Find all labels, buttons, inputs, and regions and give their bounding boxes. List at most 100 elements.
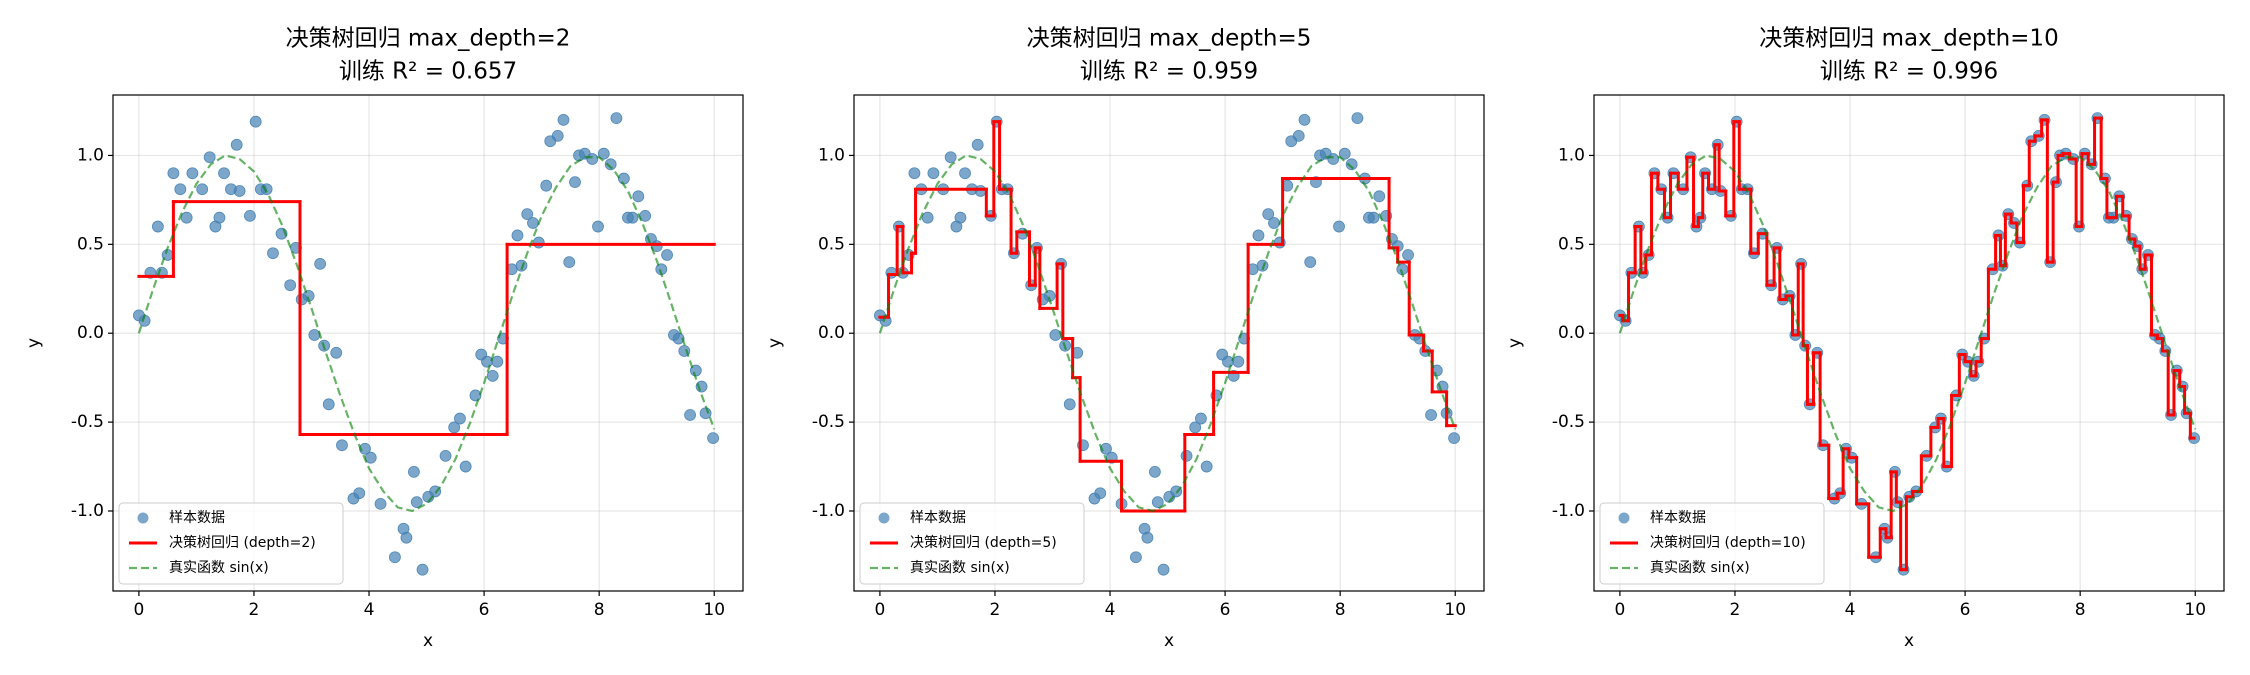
- y-tick-label: -1.0: [71, 501, 104, 521]
- legend-label: 决策树回归 (depth=5): [910, 534, 1057, 551]
- scatter-point: [336, 439, 348, 452]
- scatter-point: [532, 236, 545, 249]
- scatter-point: [974, 185, 987, 197]
- scatter-point: [454, 412, 466, 425]
- scatter-point: [927, 167, 940, 180]
- x-tick-label: 0: [874, 600, 885, 620]
- x-tick-label: 6: [1960, 600, 1971, 620]
- scatter-point: [469, 389, 482, 402]
- y-axis-label: y: [765, 338, 785, 348]
- scatter-point: [557, 113, 570, 126]
- scatter-point: [551, 129, 564, 142]
- x-tick-label: 4: [1845, 600, 1856, 620]
- y-tick-label: 1.0: [77, 145, 104, 165]
- scatter-point: [400, 531, 413, 544]
- y-tick-label: -0.5: [1552, 412, 1585, 432]
- y-tick-label: -0.5: [812, 412, 845, 432]
- x-tick-label: 8: [1335, 600, 1346, 620]
- scatter-point: [1367, 211, 1380, 224]
- legend-label: 决策树回归 (depth=2): [169, 534, 316, 551]
- chart-subtitle: 训练 R² = 0.657: [339, 59, 517, 85]
- scatter-point: [353, 487, 366, 500]
- line-series: [1618, 154, 2197, 513]
- scatter-point: [174, 183, 187, 196]
- scatter-point: [1425, 409, 1437, 421]
- y-axis-label: y: [24, 338, 44, 348]
- scatter-point: [491, 355, 504, 368]
- scatter-point: [1298, 113, 1311, 126]
- legend-box: [1599, 502, 1825, 585]
- plot-area: [873, 112, 1460, 576]
- subplot: 决策树回归 max_depth=10 训练 R² = 0.996 0 2 4 6 8 10 -1…: [1505, 26, 2225, 651]
- scatter-point: [284, 279, 297, 292]
- x-tick-label: 6: [479, 600, 490, 620]
- y-tick-label: 0.0: [818, 323, 845, 343]
- x-tick-label: 4: [1105, 600, 1116, 620]
- line-series: [137, 154, 716, 513]
- plot-area: [1613, 112, 2200, 576]
- x-tick-label: 2: [990, 600, 1001, 620]
- x-tick-label: 2: [1730, 600, 1741, 620]
- y-tick-label: 0.5: [818, 234, 845, 254]
- scatter-point: [1189, 421, 1202, 434]
- y-tick-label: 0.5: [1558, 234, 1585, 254]
- scatter-point: [244, 209, 256, 222]
- scatter-point: [1268, 217, 1280, 229]
- scatter-point: [1100, 442, 1112, 455]
- scatter-point: [944, 151, 957, 164]
- y-tick-label: 0.0: [1558, 323, 1585, 343]
- scatter-point: [1141, 531, 1154, 544]
- scatter-point: [1338, 147, 1351, 160]
- axes-frame: [853, 94, 1485, 592]
- chart-subtitle: 训练 R² = 0.996: [1820, 59, 1998, 85]
- legend-label: 样本数据: [169, 510, 225, 526]
- scatter-point: [196, 183, 209, 196]
- x-tick-label: 2: [249, 600, 260, 620]
- legend-box: [859, 502, 1085, 585]
- scatter-point: [359, 442, 371, 455]
- scatter-point: [1180, 449, 1193, 462]
- legend-swatch: [137, 512, 149, 524]
- legend-label: 样本数据: [910, 510, 966, 526]
- scatter-point: [167, 167, 180, 180]
- scatter-point: [267, 247, 279, 260]
- scatter-point: [486, 369, 499, 382]
- line-series: [878, 154, 1457, 513]
- scatter-point: [408, 465, 420, 478]
- legend-swatch: [878, 512, 890, 524]
- scatter-point: [661, 249, 673, 261]
- scatter-point: [1232, 355, 1245, 368]
- scatter-point: [672, 332, 685, 345]
- scatter-point: [416, 563, 429, 576]
- scatter-point: [410, 496, 423, 509]
- x-tick-label: 10: [2184, 600, 2206, 620]
- legend-label: 样本数据: [1650, 510, 1706, 526]
- scatter-point: [699, 407, 712, 420]
- legend-label: 决策树回归 (depth=10): [1650, 534, 1806, 551]
- chart-title: 决策树回归 max_depth=2: [286, 26, 571, 52]
- scatter-point: [151, 220, 164, 233]
- y-tick-label: 1.0: [818, 145, 845, 165]
- plot-area: [132, 112, 719, 576]
- scatter-point: [1402, 249, 1414, 261]
- axes-frame: [1593, 94, 2225, 592]
- scatter-point: [597, 147, 610, 160]
- scatter-point: [632, 190, 645, 203]
- x-axis-label: x: [1904, 631, 1914, 651]
- scatter-point: [586, 153, 599, 165]
- x-tick-label: 10: [1444, 600, 1466, 620]
- scatter-point: [230, 138, 243, 151]
- scatter-point: [249, 115, 262, 128]
- scatter-point: [521, 208, 534, 221]
- scatter-point: [908, 167, 921, 180]
- scatter-point: [1345, 158, 1358, 171]
- scatter-point: [1149, 465, 1161, 478]
- scatter-point: [540, 179, 553, 192]
- x-axis-label: x: [423, 631, 433, 651]
- legend-swatch: [1618, 512, 1630, 524]
- scatter-point: [511, 229, 524, 242]
- x-tick-label: 6: [1220, 600, 1231, 620]
- scatter-point: [1327, 153, 1340, 165]
